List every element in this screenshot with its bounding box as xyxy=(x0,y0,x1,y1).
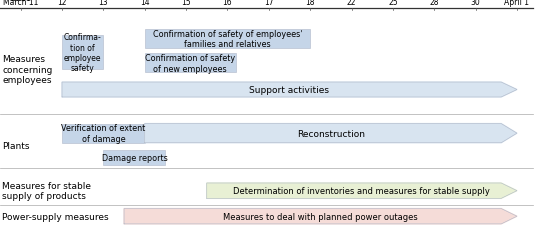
Text: 18: 18 xyxy=(305,0,315,7)
Bar xyxy=(145,54,236,73)
Text: Verification of extent
of damage: Verification of extent of damage xyxy=(61,124,146,143)
Text: Confirmation of safety of employees'
families and relatives: Confirmation of safety of employees' fam… xyxy=(153,30,302,49)
Text: Damage reports: Damage reports xyxy=(102,153,167,162)
Text: 12: 12 xyxy=(57,0,67,7)
Bar xyxy=(145,30,310,49)
Text: 17: 17 xyxy=(264,0,273,7)
Text: 28: 28 xyxy=(430,0,439,7)
Text: 30: 30 xyxy=(471,0,481,7)
Text: Confirma-
tion of
employee
safety: Confirma- tion of employee safety xyxy=(64,33,102,73)
Text: March 11: March 11 xyxy=(3,0,38,7)
Text: 2011: 2011 xyxy=(10,0,31,3)
Text: 22: 22 xyxy=(346,0,356,7)
Polygon shape xyxy=(62,83,517,98)
Text: 15: 15 xyxy=(182,0,191,7)
Polygon shape xyxy=(124,209,517,224)
Text: Measures
concerning
employees: Measures concerning employees xyxy=(2,55,52,85)
Text: Power-supply measures: Power-supply measures xyxy=(2,212,109,221)
Text: 16: 16 xyxy=(223,0,232,7)
Text: Measures for stable
supply of products: Measures for stable supply of products xyxy=(2,181,91,201)
Text: Measures to deal with planned power outages: Measures to deal with planned power outa… xyxy=(223,212,418,221)
Text: 14: 14 xyxy=(140,0,150,7)
Text: 25: 25 xyxy=(388,0,398,7)
Text: Confirmation of safety
of new employees: Confirmation of safety of new employees xyxy=(145,54,235,73)
Polygon shape xyxy=(145,124,517,143)
Text: 13: 13 xyxy=(98,0,108,7)
Bar xyxy=(62,124,145,143)
Text: Reconstruction: Reconstruction xyxy=(297,129,365,138)
Text: Support activities: Support activities xyxy=(250,86,329,95)
Polygon shape xyxy=(207,183,517,199)
Text: Determination of inventories and measures for stable supply: Determination of inventories and measure… xyxy=(233,186,490,195)
Text: April 1: April 1 xyxy=(504,0,530,7)
Bar xyxy=(62,36,103,70)
Bar xyxy=(103,150,166,165)
Text: Plants: Plants xyxy=(2,142,30,151)
